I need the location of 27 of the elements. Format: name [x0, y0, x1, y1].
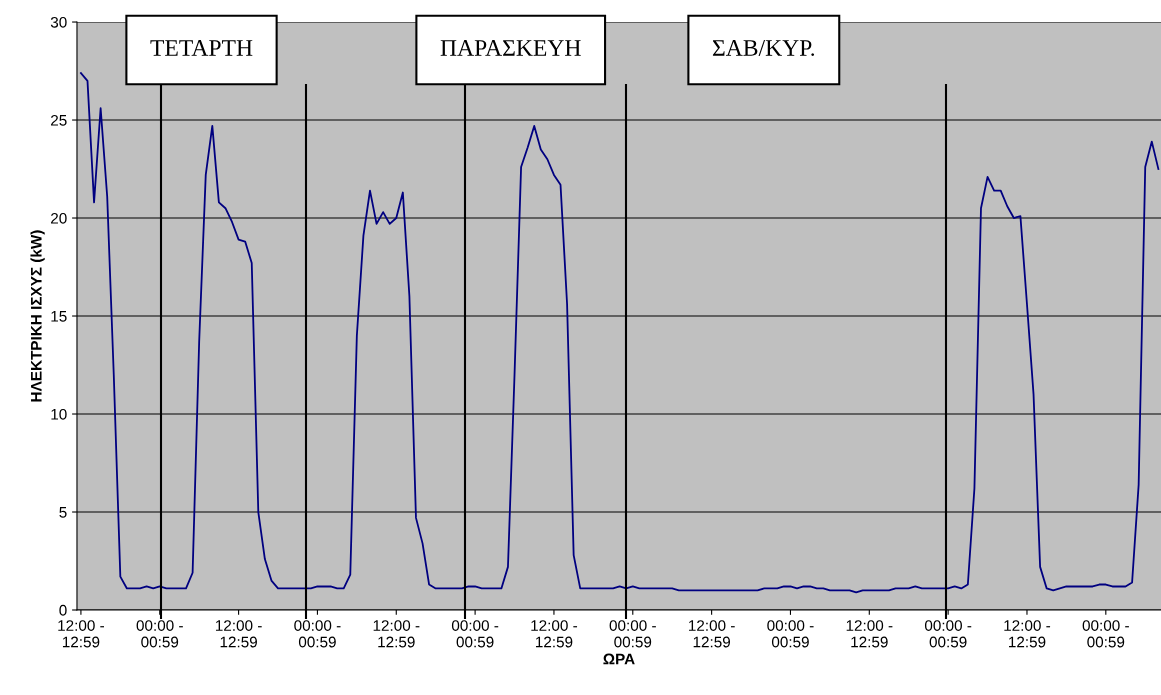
y-tick-label: 15	[51, 311, 67, 322]
x-axis-title: ΩΡΑ	[603, 653, 635, 665]
x-tick-label: 12:00 - 12:59	[58, 620, 105, 648]
x-tick-label: 00:00 - 00:59	[1082, 620, 1129, 648]
y-tick-label: 10	[51, 408, 67, 420]
annotation: ΤΕΤΑΡΤΗ	[150, 40, 253, 56]
x-tick-label: 00:00 - 00:59	[609, 620, 656, 648]
x-tick-label: 12:00 - 12:59	[215, 620, 262, 648]
x-tick-label: 12:00 - 12:59	[531, 620, 578, 648]
y-axis-title: ΗΛΕΚΤΡΙΚΗ ΙΣΧΥΣ (kW)	[30, 230, 45, 402]
y-tick-label: 30	[50, 16, 67, 28]
y-tick-label: 5	[59, 507, 67, 518]
annotation: ΣΑΒ/ΚΥΡ.	[712, 40, 815, 57]
y-tick-label: 0	[59, 604, 67, 616]
x-tick-label: 12:00 - 12:59	[689, 620, 735, 648]
x-tick-label: 00:00 - 00:59	[136, 620, 183, 648]
y-tick-label: 20	[51, 212, 67, 224]
x-tick-label: 00:00 - 00:59	[767, 620, 814, 648]
x-tick-label: 00:00 - 00:59	[294, 620, 341, 648]
line-series	[80, 72, 1160, 594]
x-tick-label: 12:00 - 12:59	[1004, 620, 1051, 648]
x-tick-label: 12:00 - 12:59	[846, 620, 893, 648]
x-tick-label: 00:00 - 00:59	[451, 620, 499, 648]
annotation: ΠΑΡΑΣΚΕΥΗ	[440, 40, 581, 56]
x-tick-label: 12:00 - 12:59	[373, 620, 420, 648]
x-tick-label: 00:00 - 00:59	[924, 620, 972, 648]
y-tick-label: 25	[51, 114, 67, 126]
